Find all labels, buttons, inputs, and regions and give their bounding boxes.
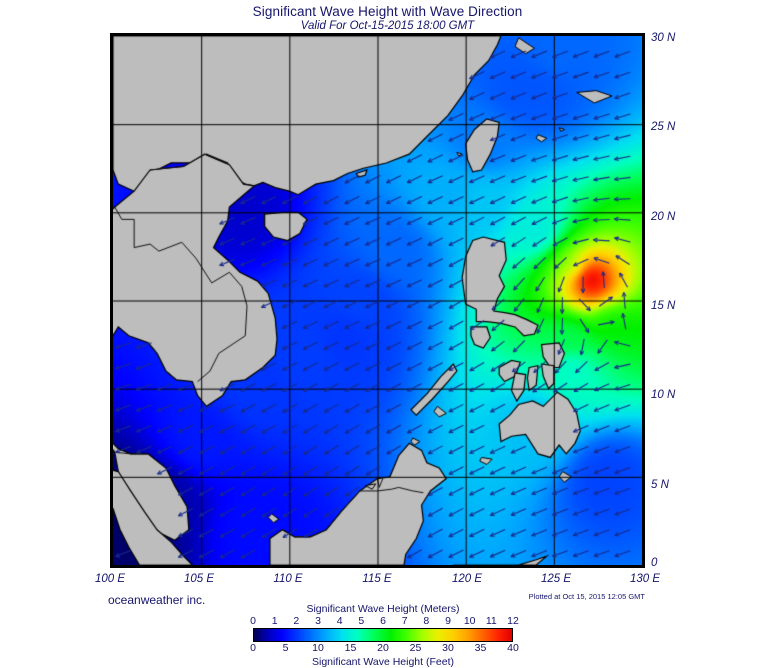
x-tick-label: 105 E [183,573,215,585]
colorbar-tick-meters: 11 [485,615,497,627]
x-tick-label: 110 E [273,573,303,585]
colorbar-title-feet: Significant Wave Height (Feet) [311,656,454,668]
provider-credit: oceanweather inc. [108,593,206,607]
colorbar-tick-feet: 15 [344,642,357,654]
valid-time-subtitle: Valid For Oct-15-2015 18:00 GMT [300,20,475,32]
y-tick-label: 5 N [651,479,669,491]
colorbar-tick-meters: 12 [507,615,519,627]
colorbar-ticks-meters: 0 1 2 3 4 5 6 7 8 9 10 11 12 [250,615,519,628]
colorbar-tick-meters: 7 [401,615,408,627]
wave-height-map[interactable] [110,33,645,568]
x-tick-label: 100 E [94,573,126,585]
colorbar-tick-meters: 6 [380,615,386,627]
colorbar-tick-feet: 30 [442,642,454,654]
colorbar-tick-feet: 25 [409,642,422,654]
y-tick-label: 0 [651,557,658,569]
colorbar-tick-meters: 4 [336,615,343,627]
x-tick-label: 115 E [362,573,392,585]
colorbar-tick-meters: 9 [445,615,451,627]
y-tick-label: 25 N [651,121,676,133]
y-tick-label: 10 N [651,389,676,401]
colorbar-tick-meters: 8 [423,615,430,627]
x-tick-label: 125 E [540,573,572,585]
colorbar-tick-meters: 3 [315,615,321,627]
colorbar-tick-meters: 5 [358,615,365,627]
x-tick-label: 130 E [629,573,661,585]
colorbar-tick-meters: 10 [463,615,476,627]
colorbar-tick-feet: 20 [377,642,389,654]
plotted-timestamp: Plotted at Oct 15, 2015 12:05 GMT [528,592,645,601]
x-tick-label: 120 E [451,573,483,585]
colorbar-tick-meters: 2 [293,615,300,627]
title-block: Significant Wave Height with Wave Direct… [0,4,775,32]
colorbar-ticks-feet: 0 5 10 15 20 25 30 35 40 [250,642,519,655]
colorbar-tick-feet: 10 [312,642,324,654]
page-title: Significant Wave Height with Wave Direct… [252,4,523,19]
colorbar-tick-feet: 35 [474,642,487,654]
colorbar-gradient [253,628,513,642]
colorbar-tick-meters: 0 [250,615,256,627]
colorbar-title-meters: Significant Wave Height (Meters) [306,603,460,615]
colorbar-tick-feet: 5 [282,642,289,654]
y-tick-label: 30 N [651,32,676,44]
colorbar-tick-meters: 1 [271,615,278,627]
y-tick-label: 15 N [651,300,676,312]
colorbar-tick-feet: 40 [507,642,519,654]
y-tick-label: 20 N [651,211,676,223]
map-raster [113,36,642,565]
colorbar-tick-feet: 0 [250,642,256,654]
